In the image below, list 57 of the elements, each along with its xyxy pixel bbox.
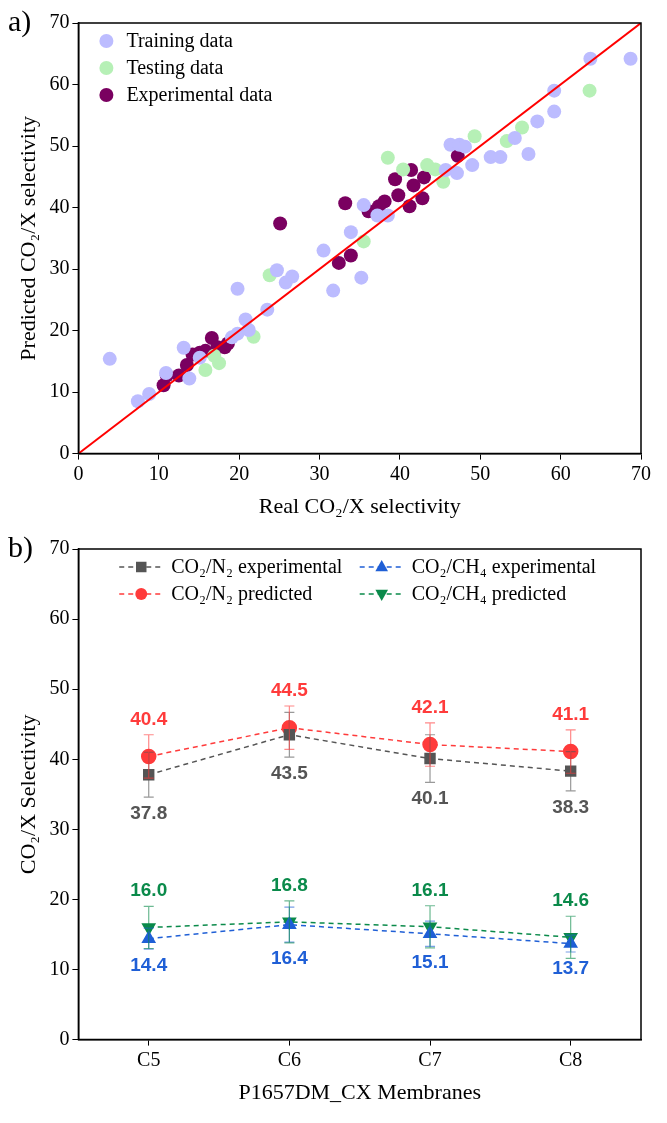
x-tick-label: 30 xyxy=(309,461,330,484)
data-label: 16.8 xyxy=(270,873,308,895)
data-label: 40.1 xyxy=(411,787,449,809)
y-tick-label: 40 xyxy=(49,194,70,217)
x-tick-label: C5 xyxy=(137,1047,161,1070)
x-tick-label: 20 xyxy=(229,461,250,484)
y-tick-label: 50 xyxy=(49,133,70,156)
y-axis-title: CO₂/X Selectivity xyxy=(14,714,40,875)
data-label: 16.4 xyxy=(270,947,309,969)
y-tick-label: 10 xyxy=(49,956,70,979)
x-tick-label: C7 xyxy=(418,1047,442,1070)
data-label: 16.1 xyxy=(411,878,449,900)
data-label: 44.5 xyxy=(270,678,309,700)
data-label: 38.3 xyxy=(552,795,590,817)
y-tick-label: 40 xyxy=(49,746,70,769)
data-label: 37.8 xyxy=(130,802,168,824)
x-tick-label: 10 xyxy=(148,461,169,484)
legend-label: CO₂/CH₄ experimental xyxy=(411,555,597,579)
y-tick-label: 60 xyxy=(49,606,70,629)
data-label: 15.1 xyxy=(411,951,449,973)
x-tick-label: C8 xyxy=(559,1047,583,1070)
x-tick-label: 0 xyxy=(73,461,84,484)
data-label: 42.1 xyxy=(411,695,449,717)
legend-label: CO₂/CH₄ predicted xyxy=(411,582,567,606)
text: a) xyxy=(8,4,32,38)
x-axis-title: Real CO₂/X selectivity xyxy=(258,492,461,518)
y-tick-label: 20 xyxy=(49,886,70,909)
x-tick-label: C6 xyxy=(277,1047,302,1070)
x-tick-label: 70 xyxy=(631,461,651,484)
y-tick-label: 0 xyxy=(59,440,70,463)
x-axis-title: P1657DM_CX Membranes xyxy=(238,1078,481,1104)
y-tick-label: 30 xyxy=(49,816,70,839)
data-label: 43.5 xyxy=(270,762,309,784)
data-label: 16.0 xyxy=(130,879,168,901)
y-tick-label: 0 xyxy=(59,1026,70,1049)
y-axis-title: Predicted CO₂/X selectivity xyxy=(14,115,40,361)
data-label: 13.7 xyxy=(552,956,590,978)
y-tick-label: 10 xyxy=(49,379,70,402)
y-tick-label: 20 xyxy=(49,317,70,340)
data-label: 40.4 xyxy=(130,707,168,729)
y-tick-label: 60 xyxy=(49,71,70,94)
legend-label: Testing data xyxy=(126,56,224,80)
data-label: 14.4 xyxy=(130,954,168,976)
data-label: 41.1 xyxy=(552,702,590,724)
y-tick-label: 70 xyxy=(49,536,70,559)
text: b) xyxy=(8,530,33,564)
data-label: 14.6 xyxy=(552,889,590,911)
y-tick-label: 50 xyxy=(49,676,70,699)
x-tick-label: 60 xyxy=(550,461,571,484)
legend-label: CO₂/N₂ predicted xyxy=(171,582,313,606)
legend-label: CO₂/N₂ experimental xyxy=(171,555,343,579)
x-tick-label: 40 xyxy=(389,461,410,484)
x-tick-label: 50 xyxy=(470,461,491,484)
y-tick-label: 70 xyxy=(49,10,70,33)
legend-label: Training data xyxy=(126,29,233,53)
legend-label: Experimental data xyxy=(126,83,273,107)
y-tick-label: 30 xyxy=(49,256,70,279)
